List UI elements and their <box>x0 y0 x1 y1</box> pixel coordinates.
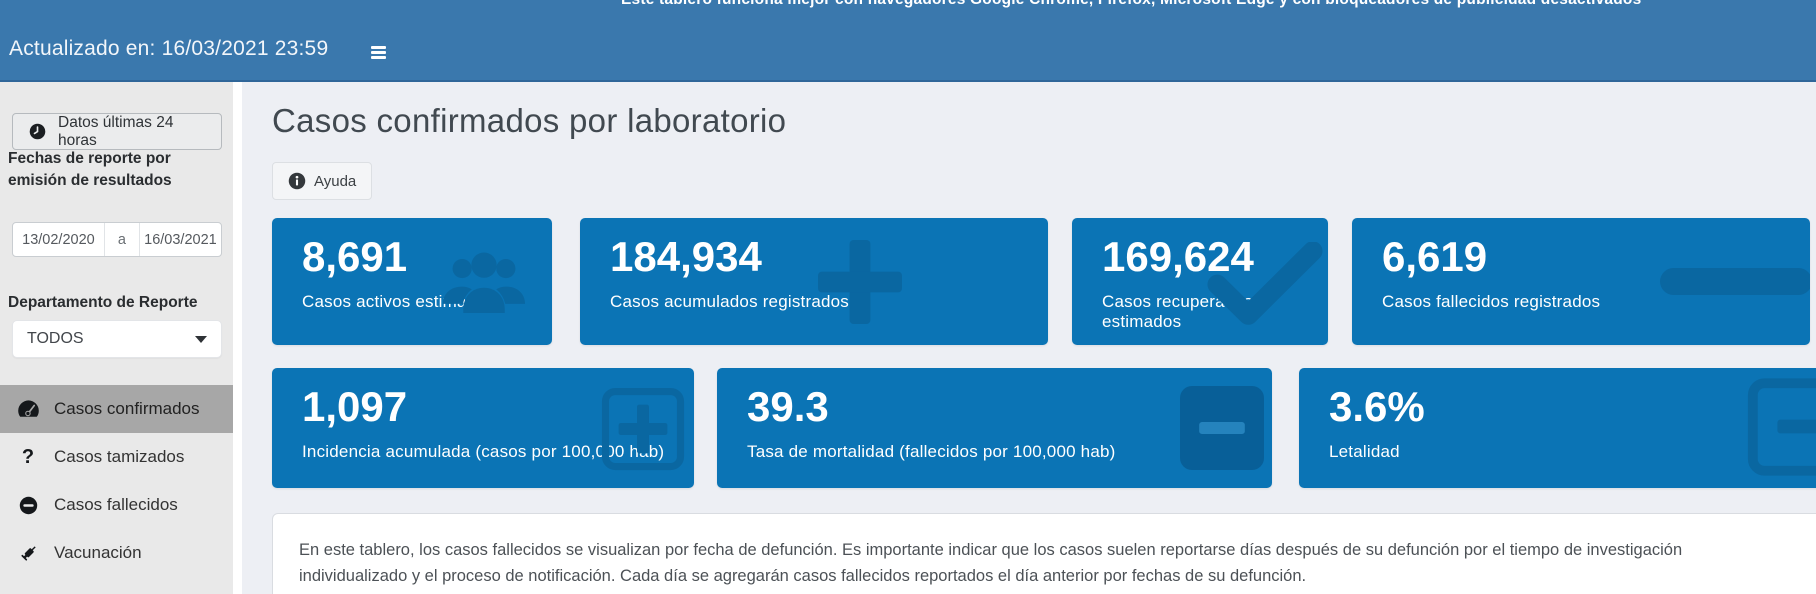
question-mark-icon: ? <box>21 446 35 468</box>
minus-square-outline-icon <box>1743 375 1816 479</box>
stat-card-casos-activos: 8,691 Casos activos estimados <box>272 218 552 345</box>
date-to-input[interactable]: 16/03/2021 <box>144 231 217 248</box>
stat-value: 6,619 <box>1382 233 1488 280</box>
stat-cards-row-1: 8,691 Casos activos estimados 184,934 Ca… <box>272 218 1810 345</box>
syringe-icon <box>16 543 40 564</box>
check-icon <box>1206 241 1324 326</box>
info-circle-icon <box>288 172 306 190</box>
sidebar-item-casos-tamizados[interactable]: ? Casos tamizados <box>0 433 233 481</box>
department-select[interactable]: TODOS <box>12 320 222 358</box>
stat-value: 1,097 <box>302 383 408 430</box>
hamburger-bar <box>371 51 386 54</box>
stat-label: Casos acumulados registrados <box>610 292 849 311</box>
department-label: Departamento de Reporte <box>8 294 198 311</box>
stat-value: 184,934 <box>610 233 762 280</box>
deaths-note-text: En este tablero, los casos fallecidos se… <box>299 541 1683 585</box>
hamburger-bar <box>371 46 386 49</box>
sidebar-menu: Casos confirmados ? Casos tamizados Caso… <box>0 385 233 577</box>
sidebar: Datos últimas 24 horas Fechas de reporte… <box>0 82 242 594</box>
stat-card-tasa-mortalidad: 39.3 Tasa de mortalidad (fallecidos por … <box>717 368 1272 488</box>
stat-label: Casos recuperados estimados <box>1102 292 1253 331</box>
last-updated-text: Actualizado en: 16/03/2021 23:59 <box>9 37 329 60</box>
sidebar-item-label: Vacunación <box>54 543 142 562</box>
page-title: Casos confirmados por laboratorio <box>272 102 787 139</box>
stat-value: 39.3 <box>747 383 829 430</box>
hamburger-icon[interactable] <box>371 46 389 62</box>
minus-icon <box>1660 268 1810 295</box>
help-label: Ayuda <box>314 172 357 190</box>
stat-card-casos-recuperados: 169,624 Casos recuperados estimados <box>1072 218 1328 345</box>
caret-down-icon <box>195 335 207 343</box>
date-separator: a <box>105 223 140 256</box>
stat-value: 169,624 <box>1102 233 1254 280</box>
department-selected-value: TODOS <box>27 330 84 347</box>
sidebar-item-casos-confirmados[interactable]: Casos confirmados <box>0 385 233 433</box>
plus-square-icon <box>598 384 688 474</box>
tachometer-icon <box>16 399 40 419</box>
stat-label: Incidencia acumulada (casos por 100,000 … <box>302 442 665 461</box>
minus-square-icon <box>1174 380 1270 476</box>
last-24-hours-button[interactable]: Datos últimas 24 horas <box>12 113 222 150</box>
stat-label: Tasa de mortalidad (fallecidos por 100,0… <box>747 442 1116 461</box>
deaths-note-panel: En este tablero, los casos fallecidos se… <box>272 513 1816 594</box>
header-bar: Actualizado en: 16/03/2021 23:59 <box>0 26 1816 82</box>
main-content: Casos confirmados por laboratorio Ayuda … <box>242 82 1816 594</box>
top-banner: Este tablero funciona mejor con navegado… <box>0 0 1816 26</box>
browser-recommendation-text: Este tablero funciona mejor con navegado… <box>621 0 1641 9</box>
stat-card-casos-acumulados: 184,934 Casos acumulados registrados <box>580 218 1048 345</box>
last-24-hours-label: Datos últimas 24 horas <box>58 113 174 149</box>
minus-circle-icon <box>16 496 40 515</box>
plus-icon <box>812 234 908 330</box>
users-icon <box>438 244 530 320</box>
stat-value: 8,691 <box>302 233 408 280</box>
clock-icon <box>25 123 49 140</box>
help-button[interactable]: Ayuda <box>272 162 373 200</box>
stat-label: Letalidad <box>1329 442 1400 461</box>
hamburger-bar <box>371 56 386 59</box>
stat-value: 3.6% <box>1329 383 1425 430</box>
stat-card-casos-fallecidos: 6,619 Casos fallecidos registrados <box>1352 218 1810 345</box>
sidebar-item-label: Casos tamizados <box>54 447 185 466</box>
stat-cards-row-2: 1,097 Incidencia acumulada (casos por 10… <box>272 368 1816 488</box>
date-range-input: 13/02/2020 a 16/03/2021 <box>12 222 222 257</box>
stat-card-letalidad: 3.6% Letalidad <box>1299 368 1816 488</box>
sidebar-item-casos-fallecidos[interactable]: Casos fallecidos <box>0 481 233 529</box>
sidebar-item-label: Casos fallecidos <box>54 495 178 514</box>
sidebar-item-label: Casos confirmados <box>54 399 200 418</box>
stat-card-incidencia: 1,097 Incidencia acumulada (casos por 10… <box>272 368 694 488</box>
sidebar-item-vacunacion[interactable]: Vacunación <box>0 529 233 577</box>
report-dates-label: Fechas de reporte por emisión de resulta… <box>8 150 172 189</box>
stat-label: Casos fallecidos registrados <box>1382 292 1601 311</box>
date-from-input[interactable]: 13/02/2020 <box>13 223 105 256</box>
